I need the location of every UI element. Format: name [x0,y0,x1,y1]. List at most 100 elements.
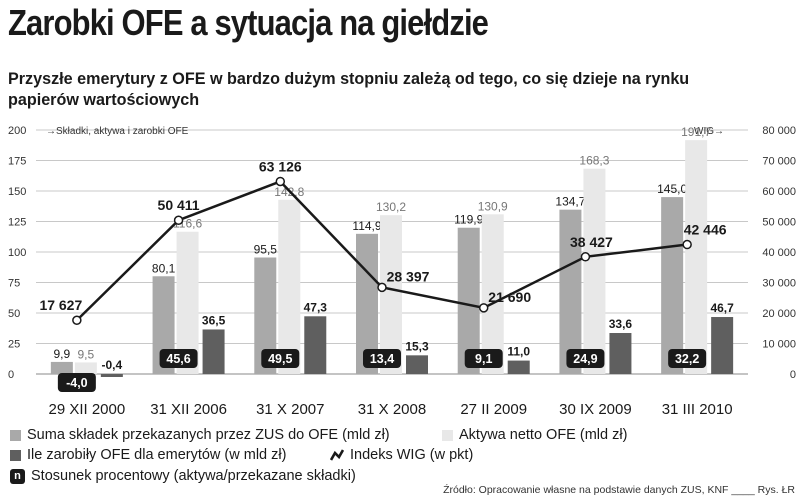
y-tick-label: 50 [8,308,20,320]
bar-assets [583,168,606,374]
y2-tick-label: 20 000 [762,308,796,320]
y-tick-label: 0 [8,369,14,381]
x-tick-label: 30 IX 2009 [559,401,632,418]
source-note: Źródło: Opracowanie własne na podstawie … [443,484,795,496]
ratio-label: 9,1 [475,352,492,366]
source-separator: ____ [731,484,755,496]
y2-tick-label: 80 000 [762,125,796,137]
bar-earnings [507,360,530,374]
bar-earnings [711,317,734,374]
legend-item-earnings: Ile zarobiły OFE dla emerytów (w mld zł) [10,447,286,463]
x-tick-label: 27 II 2009 [460,401,527,418]
ratio-badge [261,349,300,368]
data-label-assets: 191,7 [681,125,711,139]
wig-point [682,239,692,250]
data-label-contributions: 9,9 [54,347,71,361]
bar-contributions [661,197,684,374]
bar-assets [176,231,199,374]
wig-data-label: 63 126 [259,158,302,174]
wig-data-label: 38 427 [570,234,613,250]
legend-label-wig: Indeks WIG (w pkt) [350,447,474,463]
data-label-assets: 9,5 [78,347,95,361]
wig-point [377,282,387,293]
y-tick-label: 150 [8,186,26,198]
x-tick-label: 31 III 2010 [662,401,733,418]
wig-data-label: 28 397 [387,268,430,284]
line-chart-icon [330,449,344,461]
y-tick-label: 175 [8,156,26,168]
data-label-contributions: 95,5 [254,242,278,256]
left-axis-title: →Składki, aktywa i zarobki OFE [46,126,189,137]
bar-assets [74,362,97,374]
data-label-earnings: 46,7 [710,301,734,315]
ratio-label: 24,9 [573,352,597,366]
y2-tick-label: 40 000 [762,247,796,259]
y-tick-label: 125 [8,217,26,229]
legend-item-wig: Indeks WIG (w pkt) [330,447,473,463]
data-label-assets: 168,3 [579,154,609,168]
y-tick-label: 75 [8,278,20,290]
legend-swatch-earnings [10,449,21,461]
y-tick-label: 25 [8,339,20,351]
ratio-badge [566,349,605,368]
bar-contributions [457,227,480,374]
data-label-contributions: 134,7 [555,195,585,209]
ratio-label: 32,2 [675,352,699,366]
page-subtitle: Przyszłe emerytury z OFE w bardzo dużym … [8,69,690,109]
wig-point [72,315,82,325]
bar-contributions [50,361,73,374]
bar-assets [481,214,504,374]
wig-data-label: 50 411 [158,197,200,213]
legend-item-ratio: n Stosunek procentowy (aktywa/przekazane… [10,468,356,484]
y2-tick-label: 0 [790,369,796,381]
y2-tick-label: 50 000 [762,217,796,229]
data-label-assets: 130,9 [478,199,508,213]
credit-text: Rys. ŁR [757,484,795,496]
y2-tick-label: 70 000 [762,156,796,168]
bar-assets [380,215,402,374]
wig-data-label: 21 690 [488,289,531,305]
ratio-badge [57,373,96,392]
y2-tick-label: 60 000 [762,186,796,198]
ratio-label: 45,6 [166,352,190,366]
y2-tick-label: 30 000 [762,278,796,290]
ratio-label: -4,0 [66,376,88,390]
bar-earnings [609,333,632,374]
data-label-earnings: 36,5 [202,313,226,327]
data-label-earnings: -0,4 [102,358,123,372]
wig-point [478,303,489,313]
data-label-contributions: 80,1 [152,261,176,275]
wig-data-label: 42 446 [684,222,727,238]
wig-point [173,215,184,225]
x-tick-label: 31 X 2007 [256,401,324,418]
bar-earnings [304,316,327,374]
legend-label-contributions: Suma składek przekazanych przez ZUS do O… [27,427,390,443]
y2-tick-label: 10 000 [762,339,796,351]
bar-contributions [254,257,277,374]
data-label-earnings: 15,3 [405,339,429,353]
legend-item-assets: Aktywa netto OFE (mld zł) [442,427,627,443]
page-title: Zarobki OFE a sytuacja na giełdzie [8,2,489,43]
ratio-badge [668,349,707,368]
bar-earnings [202,329,225,374]
ratio-label: 13,4 [370,352,394,366]
data-label-assets: 130,2 [376,200,406,214]
y-tick-label: 100 [8,247,26,259]
bar-earnings [100,374,123,377]
bar-assets [685,140,708,374]
data-label-contributions: 114,9 [352,219,381,233]
bar-contributions [559,209,582,374]
bar-assets [278,199,301,374]
ratio-label: 49,5 [268,352,292,366]
x-tick-label: 31 X 2008 [358,401,426,418]
x-tick-label: 31 XII 2006 [150,401,227,418]
legend-swatch-contributions [10,429,21,441]
ratio-badge [363,349,401,368]
data-label-earnings: 11,0 [507,345,530,359]
ratio-badge [464,349,503,368]
legend-label-earnings: Ile zarobiły OFE dla emerytów (w mld zł) [27,447,287,463]
x-tick-label: 29 XII 2000 [48,401,125,418]
y-tick-label: 200 [8,125,26,137]
ratio-badge [159,349,198,368]
